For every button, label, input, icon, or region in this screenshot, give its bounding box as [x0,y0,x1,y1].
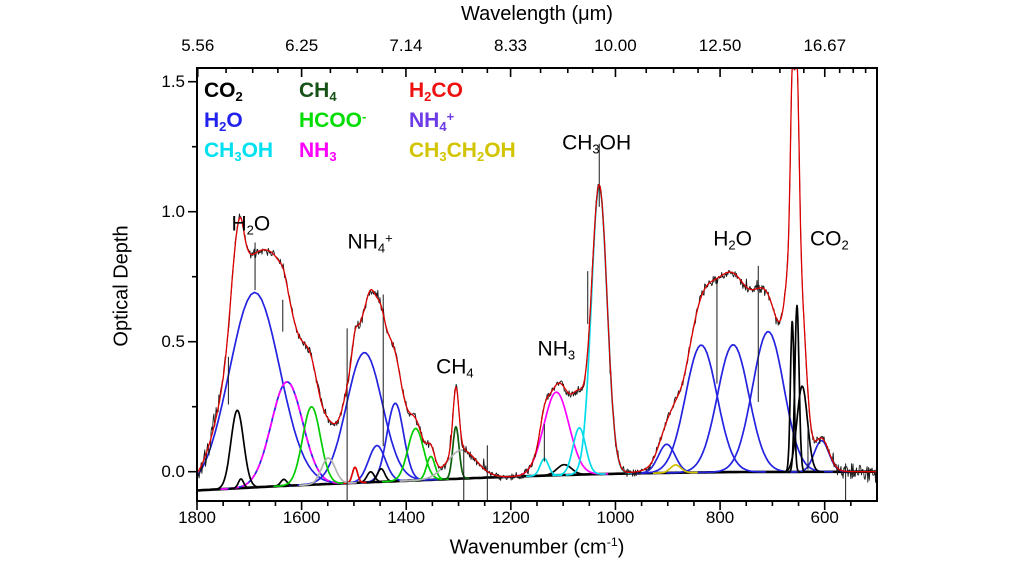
component-curve-minor-1468 [354,470,387,484]
component-curve-HCOO--1382 [381,427,449,483]
curves-group [197,68,877,501]
component-curve-minor-1716 [229,478,253,490]
component-curve-CH3OH-1069 [552,427,606,477]
component-curve-dash-1628 [220,381,352,490]
component-curve-H2O-1421 [359,402,431,484]
component-curve-CO2-643 [779,385,825,473]
component-curve-H2O-606 [789,439,853,473]
component-curve-H2O-775 [666,344,799,474]
component-curve-H2O-836 [634,344,767,475]
component-curve-HCOO--1581 [273,406,349,488]
component-curve-CO2-662 [783,320,801,473]
observed-spectrum [197,68,877,483]
component-curve-CH3CH2OH-885 [652,464,698,474]
component-curve-CO2-1723 [210,409,264,491]
fit-envelope [197,68,877,478]
component-curve-H2O-708 [701,330,834,474]
component-curve-minor-1098 [532,463,595,477]
component-curve-NH4+-1480 [288,351,438,487]
component-curve-CO2-653 [787,304,807,473]
plot-frame [196,67,878,502]
ticks-group [188,68,867,510]
component-curve-NH3-1113 [502,391,609,478]
component-curve-CH4-1305 [441,426,470,481]
